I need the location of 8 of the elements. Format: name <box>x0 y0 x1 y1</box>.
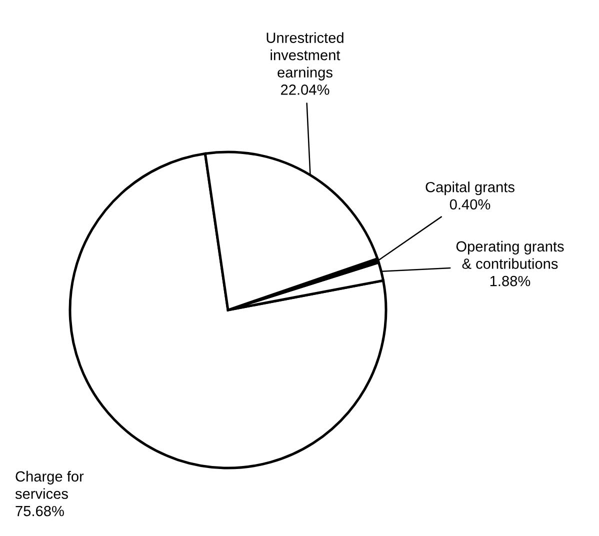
data-label: 1.88% <box>490 276 530 286</box>
slice-label: Operating grants & contributions <box>456 240 564 269</box>
data-label: 0.40% <box>450 199 490 210</box>
slice-label: Capital grants <box>426 182 514 196</box>
data-label: 22.04% <box>281 84 330 95</box>
slice-label: Charge for services <box>15 470 84 499</box>
data-label: 75.68% <box>16 506 64 516</box>
slice-label: Unrestricted investment earnings <box>266 32 344 80</box>
